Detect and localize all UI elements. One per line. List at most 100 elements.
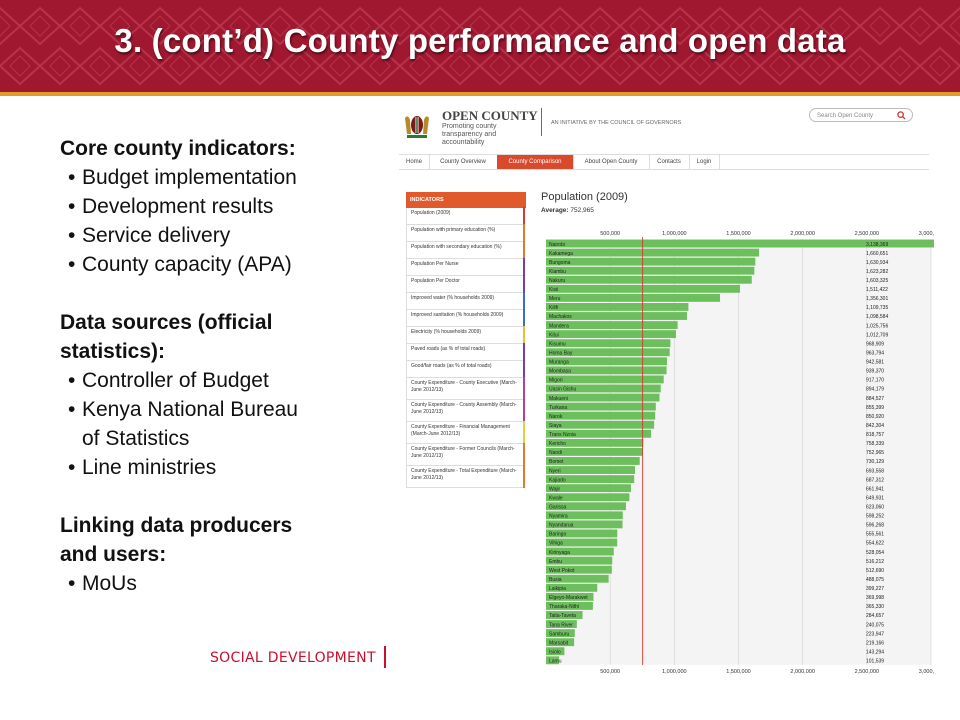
indicator-color-bar — [523, 309, 525, 327]
bar[interactable] — [546, 520, 623, 529]
bar[interactable] — [546, 484, 631, 493]
indicator-item[interactable]: County Expenditure - County Assembly (Ma… — [406, 399, 525, 422]
bar-value-label: 598,252 — [866, 514, 884, 520]
bar-category-label: Kilifi — [549, 305, 558, 311]
bar[interactable] — [546, 348, 670, 357]
nav-county-comparison[interactable]: County Comparison — [497, 155, 574, 169]
bar[interactable] — [546, 629, 575, 638]
bar[interactable] — [546, 529, 618, 538]
nav-contacts[interactable]: Contacts — [649, 155, 690, 169]
banner-diamond — [938, 6, 960, 46]
bar[interactable] — [546, 502, 626, 511]
bar[interactable] — [546, 656, 560, 665]
population-bar-chart: 500,000 500,000 1,000,000 1,000,000 1,500,00… — [546, 231, 934, 675]
bar-value-label: 596,268 — [866, 523, 884, 529]
bar[interactable] — [546, 239, 934, 248]
bar[interactable] — [546, 303, 689, 311]
indicator-item[interactable]: Improved water (% households 2009) — [406, 292, 525, 310]
bar[interactable] — [546, 312, 687, 320]
bar[interactable] — [546, 357, 667, 366]
bar[interactable] — [546, 556, 613, 565]
indicator-color-bar — [523, 343, 525, 361]
indicator-item[interactable]: Population with secondary education (%) — [406, 241, 525, 259]
bar[interactable] — [546, 293, 721, 302]
bar-category-label: Muranga — [549, 360, 569, 366]
banner-diamond — [869, 15, 891, 37]
indicator-item[interactable]: County Expenditure - County Executive (M… — [406, 377, 525, 400]
indicator-item[interactable]: Population Per Nurse — [406, 258, 525, 276]
bar[interactable] — [546, 647, 565, 656]
indicators-header: INDICATORS — [406, 192, 526, 208]
banner-diamond — [889, 55, 911, 77]
indicator-item[interactable]: Population (2009) — [406, 207, 525, 225]
indicator-label: Electricity (% households 2009) — [411, 329, 482, 335]
bar[interactable] — [546, 438, 644, 447]
bar[interactable] — [546, 375, 664, 384]
x-tick-label-top: 3,000,000 — [919, 231, 934, 237]
indicator-list: Budget implementation Development result… — [60, 163, 320, 279]
bar-category-label: Kiambu — [549, 269, 566, 275]
bar[interactable] — [546, 511, 623, 520]
bar[interactable] — [546, 574, 609, 583]
indicator-label: County Expenditure - County Executive (M… — [411, 380, 517, 393]
bar[interactable] — [546, 638, 575, 647]
bar[interactable] — [546, 393, 660, 402]
bar[interactable] — [546, 493, 630, 502]
bar[interactable] — [546, 565, 612, 574]
nav-login[interactable]: Login — [689, 155, 720, 169]
indicator-item[interactable]: Improved sanitation (% households 2009) — [406, 309, 525, 327]
bar[interactable] — [546, 583, 598, 592]
search-icon[interactable] — [897, 111, 906, 120]
bar[interactable] — [546, 266, 755, 275]
nav-about[interactable]: About Open County — [573, 155, 650, 169]
bar[interactable] — [546, 447, 643, 456]
bar[interactable] — [546, 248, 760, 257]
indicator-item[interactable]: Population with primary education (%) — [406, 224, 525, 242]
list-item: Kenya National Bureau of Statistics — [60, 395, 320, 453]
bar[interactable] — [546, 429, 652, 438]
bar[interactable] — [546, 602, 593, 610]
bar-value-label: 365,330 — [866, 604, 884, 610]
banner-diamond — [369, 55, 391, 77]
bar[interactable] — [546, 611, 583, 619]
bar-category-label: Meru — [549, 296, 561, 302]
bar[interactable] — [546, 330, 676, 339]
bar-category-label: Mandera — [549, 323, 569, 329]
banner-diamond — [189, 15, 211, 37]
indicator-item[interactable]: County Expenditure - Total Expenditure (… — [406, 465, 525, 488]
indicator-item[interactable]: Paved roads (as % of total roads) — [406, 343, 525, 361]
nav-home[interactable]: Home — [399, 155, 430, 169]
indicator-item[interactable]: Electricity (% households 2009) — [406, 326, 525, 344]
bar[interactable] — [546, 592, 594, 601]
bar[interactable] — [546, 620, 577, 628]
bar-value-label: 917,170 — [866, 378, 884, 384]
bar[interactable] — [546, 366, 667, 375]
list-item: Development results — [60, 192, 320, 221]
indicator-item[interactable]: County Expenditure - Former Councils (Ma… — [406, 443, 525, 466]
bar-value-label: 399,227 — [866, 586, 884, 592]
bar[interactable] — [546, 538, 618, 547]
banner-diamond — [0, 15, 11, 37]
bar[interactable] — [546, 257, 756, 266]
indicator-color-bar — [523, 465, 525, 488]
banner-diamond — [149, 15, 171, 37]
bar[interactable] — [546, 275, 752, 284]
bar[interactable] — [546, 466, 636, 474]
bar[interactable] — [546, 384, 661, 393]
bar[interactable] — [546, 420, 655, 429]
bar[interactable] — [546, 321, 678, 329]
bar[interactable] — [546, 457, 640, 465]
search-input[interactable]: Search Open County — [809, 108, 913, 122]
banner-diamond — [49, 55, 71, 77]
indicator-color-bar — [523, 399, 525, 422]
indicator-item[interactable]: Good/fair roads (as % of total roads) — [406, 360, 525, 378]
site-name[interactable]: OPEN COUNTY — [442, 108, 538, 123]
bar[interactable] — [546, 411, 656, 420]
bar[interactable] — [546, 475, 635, 484]
indicator-item[interactable]: Population Per Doctor — [406, 275, 525, 293]
indicator-item[interactable]: County Expenditure - Financial Managemen… — [406, 421, 525, 444]
bar[interactable] — [546, 547, 614, 556]
bar[interactable] — [546, 339, 671, 348]
chart-average-value: 752,965 — [570, 207, 594, 214]
bar[interactable] — [546, 402, 656, 411]
